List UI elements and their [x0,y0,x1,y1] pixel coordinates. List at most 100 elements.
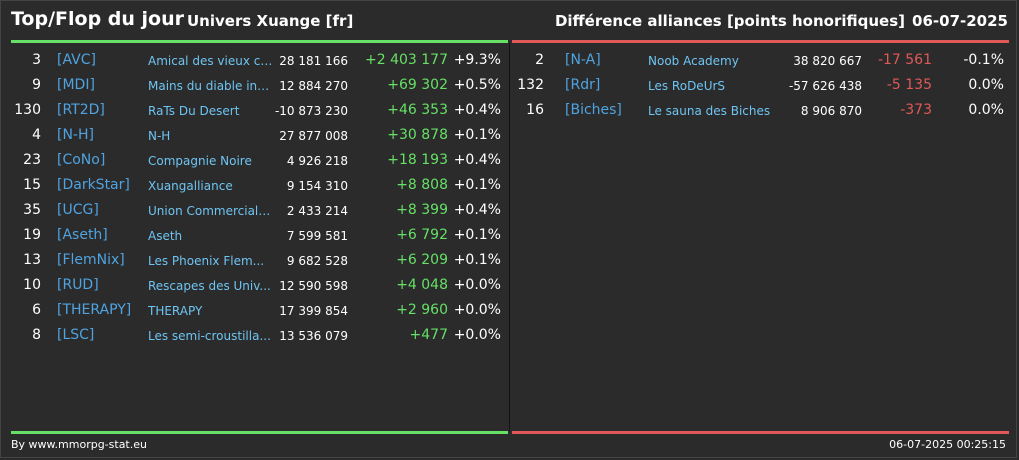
alliance-tag-link[interactable]: [Rdr] [565,77,601,93]
points-difference: +69 302 [387,77,448,93]
percent-change: 0.0% [968,77,1004,93]
alliance-name-link[interactable]: Les Phoenix Flem... [148,254,265,268]
points-difference: +2 960 [396,302,448,318]
alliance-points: 8 906 870 [800,104,862,118]
alliance-tag-link[interactable]: [CoNo] [57,152,106,168]
alliance-name-link[interactable]: RaTs Du Desert [148,104,240,118]
alliance-points: -10 873 230 [274,104,348,118]
table-row: 2 [N-A] Noob Academy 38 820 667 -17 561 -0.1% [512,49,1009,74]
alliance-name-link[interactable]: Les semi-croustilla... [148,329,271,343]
alliance-name-link[interactable]: Compagnie Noire [148,154,252,168]
percent-change: +0.5% [453,77,501,93]
alliance-name-link[interactable]: Aseth [148,229,183,243]
alliance-rank: 19 [23,227,41,243]
alliance-tag-link[interactable]: [DarkStar] [57,177,130,193]
points-difference: +6 209 [396,252,448,268]
table-row: 132 [Rdr] Les RoDeUrS -57 626 438 -5 135 0.0% [512,74,1009,99]
top-gainers-panel: 3 [AVC] Amical des vieux co... 28 181 166 +2… [11,49,508,349]
footer-source: By www.mmorpg-stat.eu [11,438,147,451]
alliance-tag-link[interactable]: [FlemNix] [57,252,125,268]
alliance-tag-link[interactable]: [Aseth] [57,227,108,243]
table-row: 9 [MDI] Mains du diable inco... 12 884 270 +… [11,74,508,99]
alliance-rank: 16 [526,102,544,118]
alliance-points: 12 590 598 [279,279,348,293]
page-title: Top/Flop du jour [11,8,184,30]
alliance-name-link[interactable]: Les RoDeUrS [648,79,726,93]
points-difference: -373 [900,102,932,118]
alliance-name-link[interactable]: Union Commerciale... [148,204,274,218]
alliance-name-link[interactable]: Mains du diable inco... [148,79,274,93]
alliance-points: -57 626 438 [788,79,862,93]
percent-change: +9.3% [453,52,501,68]
alliance-name-link[interactable]: Xuangalliance [148,179,233,193]
alliance-tag-link[interactable]: [MDI] [57,77,95,93]
alliance-rank: 2 [535,52,544,68]
table-row: 19 [Aseth] Aseth 7 599 581 +6 792 +0.1% [11,224,508,249]
top-divider-red [512,40,1009,43]
alliance-points: 12 884 270 [279,79,348,93]
alliance-name-link[interactable]: Le sauna des Biches [648,104,771,118]
alliance-points: 13 536 079 [279,329,348,343]
alliance-name-link[interactable]: Amical des vieux co... [148,54,274,68]
alliance-tag-link[interactable]: [THERAPY] [57,302,132,318]
table-row: 130 [RT2D] RaTs Du Desert -10 873 230 +46 35… [11,99,508,124]
alliance-name-link[interactable]: Noob Academy [648,54,739,68]
alliance-tag-link[interactable]: [Biches] [565,102,622,118]
alliance-name-link[interactable]: N-H [148,129,171,143]
alliance-rank: 13 [23,252,41,268]
alliance-tag-link[interactable]: [N-A] [565,52,601,68]
table-row: 10 [RUD] Rescapes des Univ... 12 590 598 +4 … [11,274,508,299]
bottom-divider-green [11,431,508,434]
percent-change: +0.1% [453,177,501,193]
alliance-points: 2 433 214 [286,204,348,218]
alliance-points: 7 599 581 [286,229,348,243]
percent-change: -0.1% [963,52,1004,68]
percent-change: +0.0% [453,327,501,343]
table-row: 8 [LSC] Les semi-croustilla... 13 536 079 +4… [11,324,508,349]
alliance-name-link[interactable]: Rescapes des Univ... [148,279,271,293]
alliance-rank: 132 [517,77,544,93]
alliance-rank: 9 [32,77,41,93]
alliance-points: 4 926 218 [286,154,348,168]
percent-change: +0.0% [453,302,501,318]
table-row: 4 [N-H] N-H 27 877 008 +30 878 +0.1% [11,124,508,149]
points-difference: +46 353 [387,102,448,118]
points-difference: -17 561 [877,52,932,68]
alliance-points: 27 877 008 [279,129,348,143]
alliance-rank: 23 [23,152,41,168]
alliance-tag-link[interactable]: [RT2D] [57,102,105,118]
table-row: 35 [UCG] Union Commerciale... 2 433 214 +8 3… [11,199,508,224]
alliance-rank: 4 [32,127,41,143]
alliance-tag-link[interactable]: [N-H] [57,127,94,143]
percent-change: +0.4% [453,202,501,218]
alliance-rank: 130 [14,102,41,118]
alliance-points: 9 154 310 [286,179,348,193]
percent-change: 0.0% [968,102,1004,118]
alliance-name-link[interactable]: THERAPY [148,304,203,318]
alliance-points: 38 820 667 [793,54,862,68]
alliance-points: 17 399 854 [279,304,348,318]
points-difference: +18 193 [387,152,448,168]
alliance-rank: 15 [23,177,41,193]
alliance-rank: 8 [32,327,41,343]
points-difference: +4 048 [396,277,448,293]
percent-change: +0.1% [453,252,501,268]
header: Top/Flop du jour Univers Xuange [fr] Dif… [1,1,1018,41]
alliance-tag-link[interactable]: [UCG] [57,202,99,218]
table-row: 23 [CoNo] Compagnie Noire 4 926 218 +18 193 +… [11,149,508,174]
points-difference: +477 [409,327,448,343]
alliance-tag-link[interactable]: [AVC] [57,52,96,68]
alliance-tag-link[interactable]: [LSC] [57,327,95,343]
alliance-tag-link[interactable]: [RUD] [57,277,99,293]
panel-divider [509,43,510,431]
ranking-subtitle: Différence alliances [points honorifique… [554,12,905,30]
points-difference: +2 403 177 [365,52,448,68]
alliance-points: 9 682 528 [286,254,348,268]
alliance-rank: 6 [32,302,41,318]
percent-change: +0.1% [453,127,501,143]
percent-change: +0.4% [453,102,501,118]
alliance-points: 28 181 166 [279,54,348,68]
alliance-rank: 10 [23,277,41,293]
table-row: 15 [DarkStar] Xuangalliance 9 154 310 +8 808… [11,174,508,199]
points-difference: +8 808 [396,177,448,193]
